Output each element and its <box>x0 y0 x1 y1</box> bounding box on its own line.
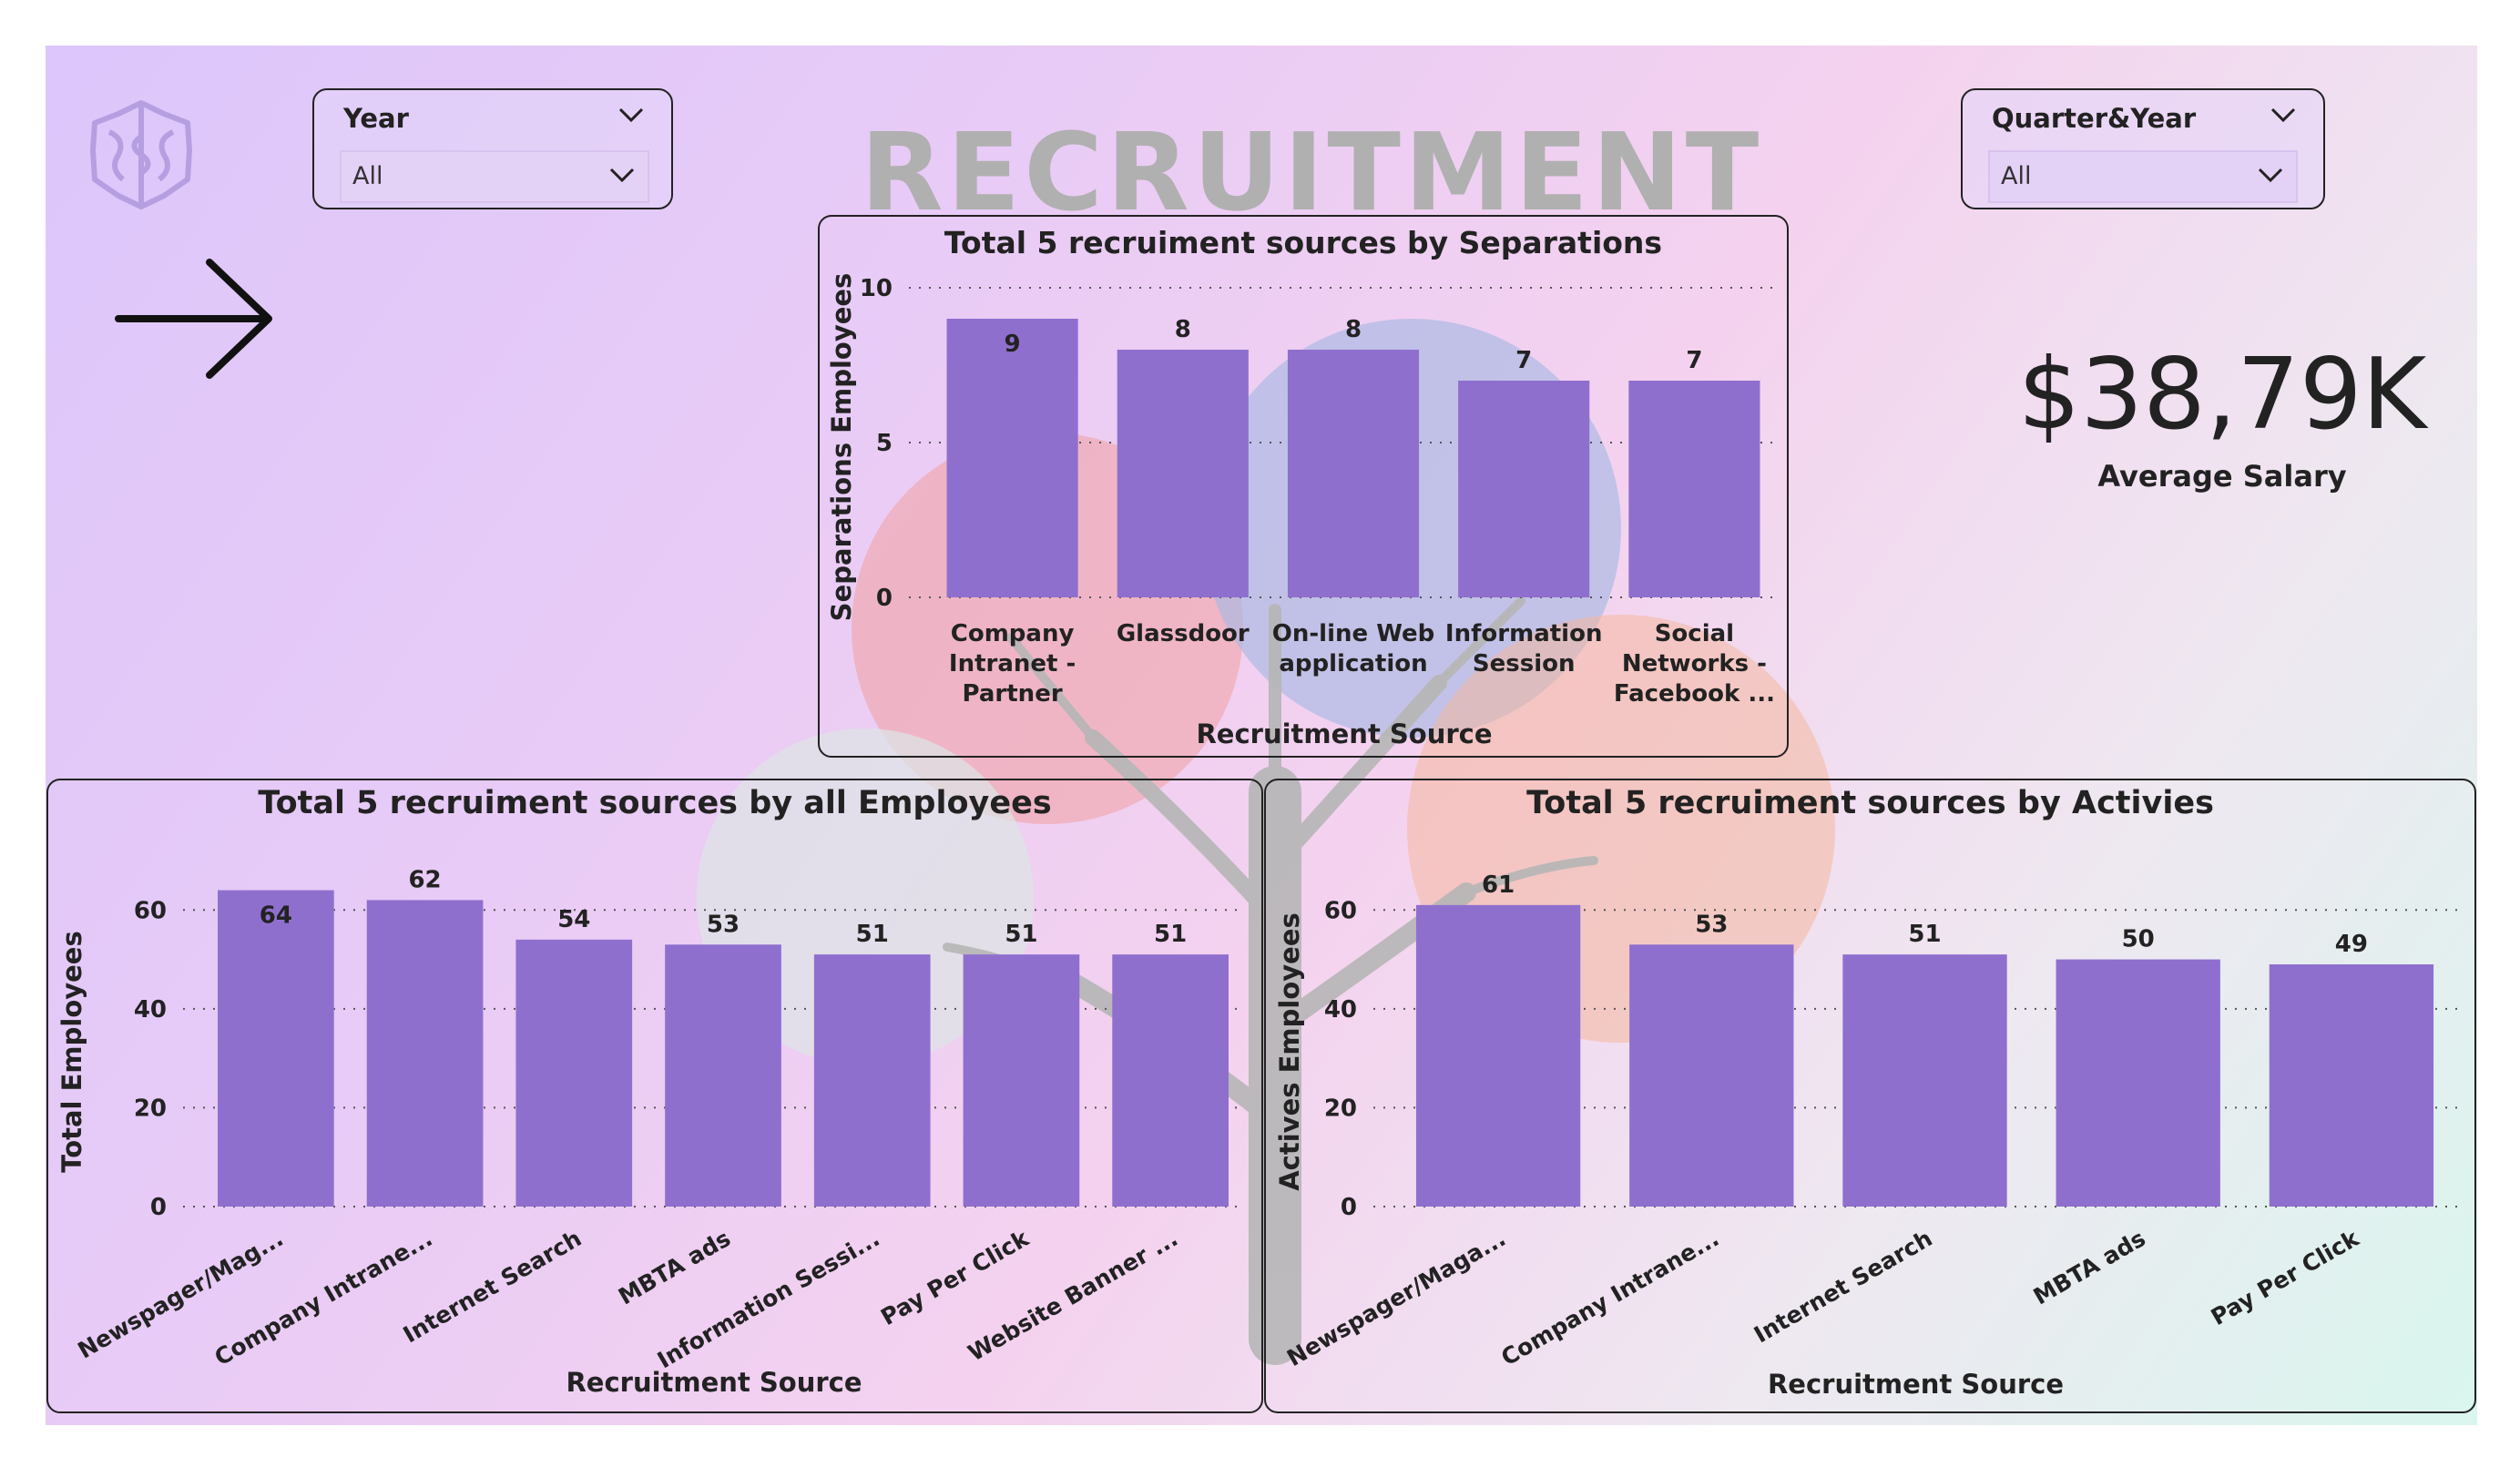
quarter-year-dropdown[interactable]: All <box>1988 150 2298 203</box>
year-dropdown[interactable]: All <box>340 150 649 203</box>
data-label: 51 <box>1154 921 1187 948</box>
data-label: 8 <box>1345 316 1362 343</box>
tree-trunk-and-branches <box>943 596 1598 1365</box>
data-label: 7 <box>1515 347 1532 374</box>
data-label: 54 <box>557 906 590 933</box>
y-tick-label: 0 <box>876 585 893 612</box>
x-tick-label: Internet Search <box>1750 1225 1936 1348</box>
data-label: 8 <box>1175 316 1191 343</box>
y-tick-label: 40 <box>134 996 167 1024</box>
chart-frame <box>46 779 1263 1413</box>
data-label: 53 <box>1695 911 1728 938</box>
average-salary-card: $38,79K Average Salary <box>1958 346 2477 494</box>
bar[interactable] <box>366 900 484 1207</box>
bar[interactable] <box>1287 350 1420 597</box>
year-slicer-label: Year <box>343 103 409 134</box>
quarter-year-slicer[interactable]: Quarter&Year All <box>1961 88 2325 209</box>
y-axis-title: Separations Employees <box>826 273 857 622</box>
x-tick-label: Pay Per Click <box>876 1224 1034 1330</box>
x-axis-title: Recruitment Source <box>566 1367 862 1398</box>
separations-bar-chart[interactable]: Total 5 recruiment sources by Separation… <box>818 215 1789 758</box>
data-label: 62 <box>408 866 441 893</box>
actives-bar-chart[interactable]: Total 5 recruiment sources by Activies 0 2… <box>1264 779 2476 1413</box>
chevron-down-icon[interactable] <box>2258 167 2283 183</box>
x-axis-title: Recruitment Source <box>1768 1369 2064 1400</box>
bar[interactable] <box>1629 944 1794 1207</box>
bar[interactable] <box>2056 959 2220 1207</box>
bar[interactable] <box>946 319 1078 597</box>
y-tick-label: 40 <box>1324 996 1357 1024</box>
x-tick-label: Company Intranet -Partner <box>949 620 1076 708</box>
y-tick-label: 20 <box>134 1095 167 1122</box>
bar[interactable] <box>1415 904 1581 1207</box>
chart-title: Total 5 recruiment sources by Separation… <box>944 225 1662 260</box>
quarter-year-dropdown-value: All <box>2001 162 2032 190</box>
bar[interactable] <box>813 954 931 1207</box>
bar[interactable] <box>1112 954 1229 1207</box>
quarter-year-slicer-label: Quarter&Year <box>1992 103 2197 134</box>
x-tick-label: MBTA ads <box>2029 1225 2150 1309</box>
data-label: 64 <box>260 902 292 930</box>
year-dropdown-value: All <box>352 162 383 190</box>
chevron-down-icon[interactable] <box>2270 107 2296 123</box>
x-tick-label: Information Session <box>1445 620 1603 678</box>
data-label: 61 <box>1482 871 1515 899</box>
data-label: 53 <box>707 911 740 938</box>
chart-frame <box>1264 779 2476 1413</box>
data-label: 9 <box>1005 331 1021 358</box>
all-employees-bar-chart[interactable]: Total 5 recruiment sources by all Employ… <box>46 779 1263 1413</box>
x-axis-title: Recruitment Source <box>1196 718 1492 749</box>
chart-title: Total 5 recruiment sources by all Employ… <box>258 785 1051 821</box>
brain-icon <box>90 100 192 209</box>
y-tick-label: 5 <box>876 430 893 457</box>
bar[interactable] <box>1117 350 1249 597</box>
data-label: 7 <box>1686 347 1702 374</box>
y-tick-label: 0 <box>1341 1194 1357 1221</box>
dashboard-canvas: RECRUITMENT Year All Quarter&Year All $3… <box>46 46 2477 1425</box>
y-tick-label: 20 <box>1324 1095 1357 1122</box>
y-tick-label: 0 <box>150 1194 167 1221</box>
y-axis-title: Total Employees <box>56 931 87 1172</box>
bar[interactable] <box>665 944 781 1207</box>
bar[interactable] <box>515 939 633 1207</box>
x-tick-label: Glassdoor <box>1117 620 1250 647</box>
average-salary-value: $38,79K <box>2017 338 2427 452</box>
bar[interactable] <box>963 954 1080 1207</box>
chart-frame <box>818 215 1789 758</box>
data-label: 49 <box>2335 931 2368 958</box>
data-label: 51 <box>1005 921 1037 948</box>
y-tick-label: 60 <box>134 897 167 924</box>
y-tick-label: 60 <box>1324 897 1357 924</box>
data-label: 51 <box>856 921 889 948</box>
bar[interactable] <box>1842 954 2007 1207</box>
year-slicer[interactable]: Year All <box>312 88 673 209</box>
bar[interactable] <box>1628 381 1760 597</box>
bar[interactable] <box>2269 964 2434 1207</box>
y-tick-label: 10 <box>860 275 893 302</box>
x-tick-label: Company Intrane... <box>1496 1225 1723 1370</box>
x-tick-label: Newspager/Maga... <box>1282 1225 1510 1371</box>
arrow-right-icon[interactable] <box>114 255 278 382</box>
x-tick-label: Social Networks -Facebook ... <box>1614 620 1775 708</box>
chart-title: Total 5 recruiment sources by Activies <box>1526 785 2214 821</box>
bar[interactable] <box>218 890 334 1207</box>
data-label: 51 <box>1908 921 1941 948</box>
x-tick-label: On-line Web application <box>1272 620 1434 678</box>
page-title: RECRUITMENT <box>860 109 1763 235</box>
y-axis-title: Actives Employees <box>1274 912 1305 1191</box>
data-label: 50 <box>2122 926 2155 953</box>
average-salary-label: Average Salary <box>2097 459 2347 494</box>
x-tick-label: MBTA ads <box>614 1225 735 1309</box>
x-tick-label: Pay Per Click <box>2207 1224 2364 1330</box>
chevron-down-icon[interactable] <box>618 107 644 123</box>
chevron-down-icon[interactable] <box>609 167 635 183</box>
bar[interactable] <box>1458 381 1590 597</box>
